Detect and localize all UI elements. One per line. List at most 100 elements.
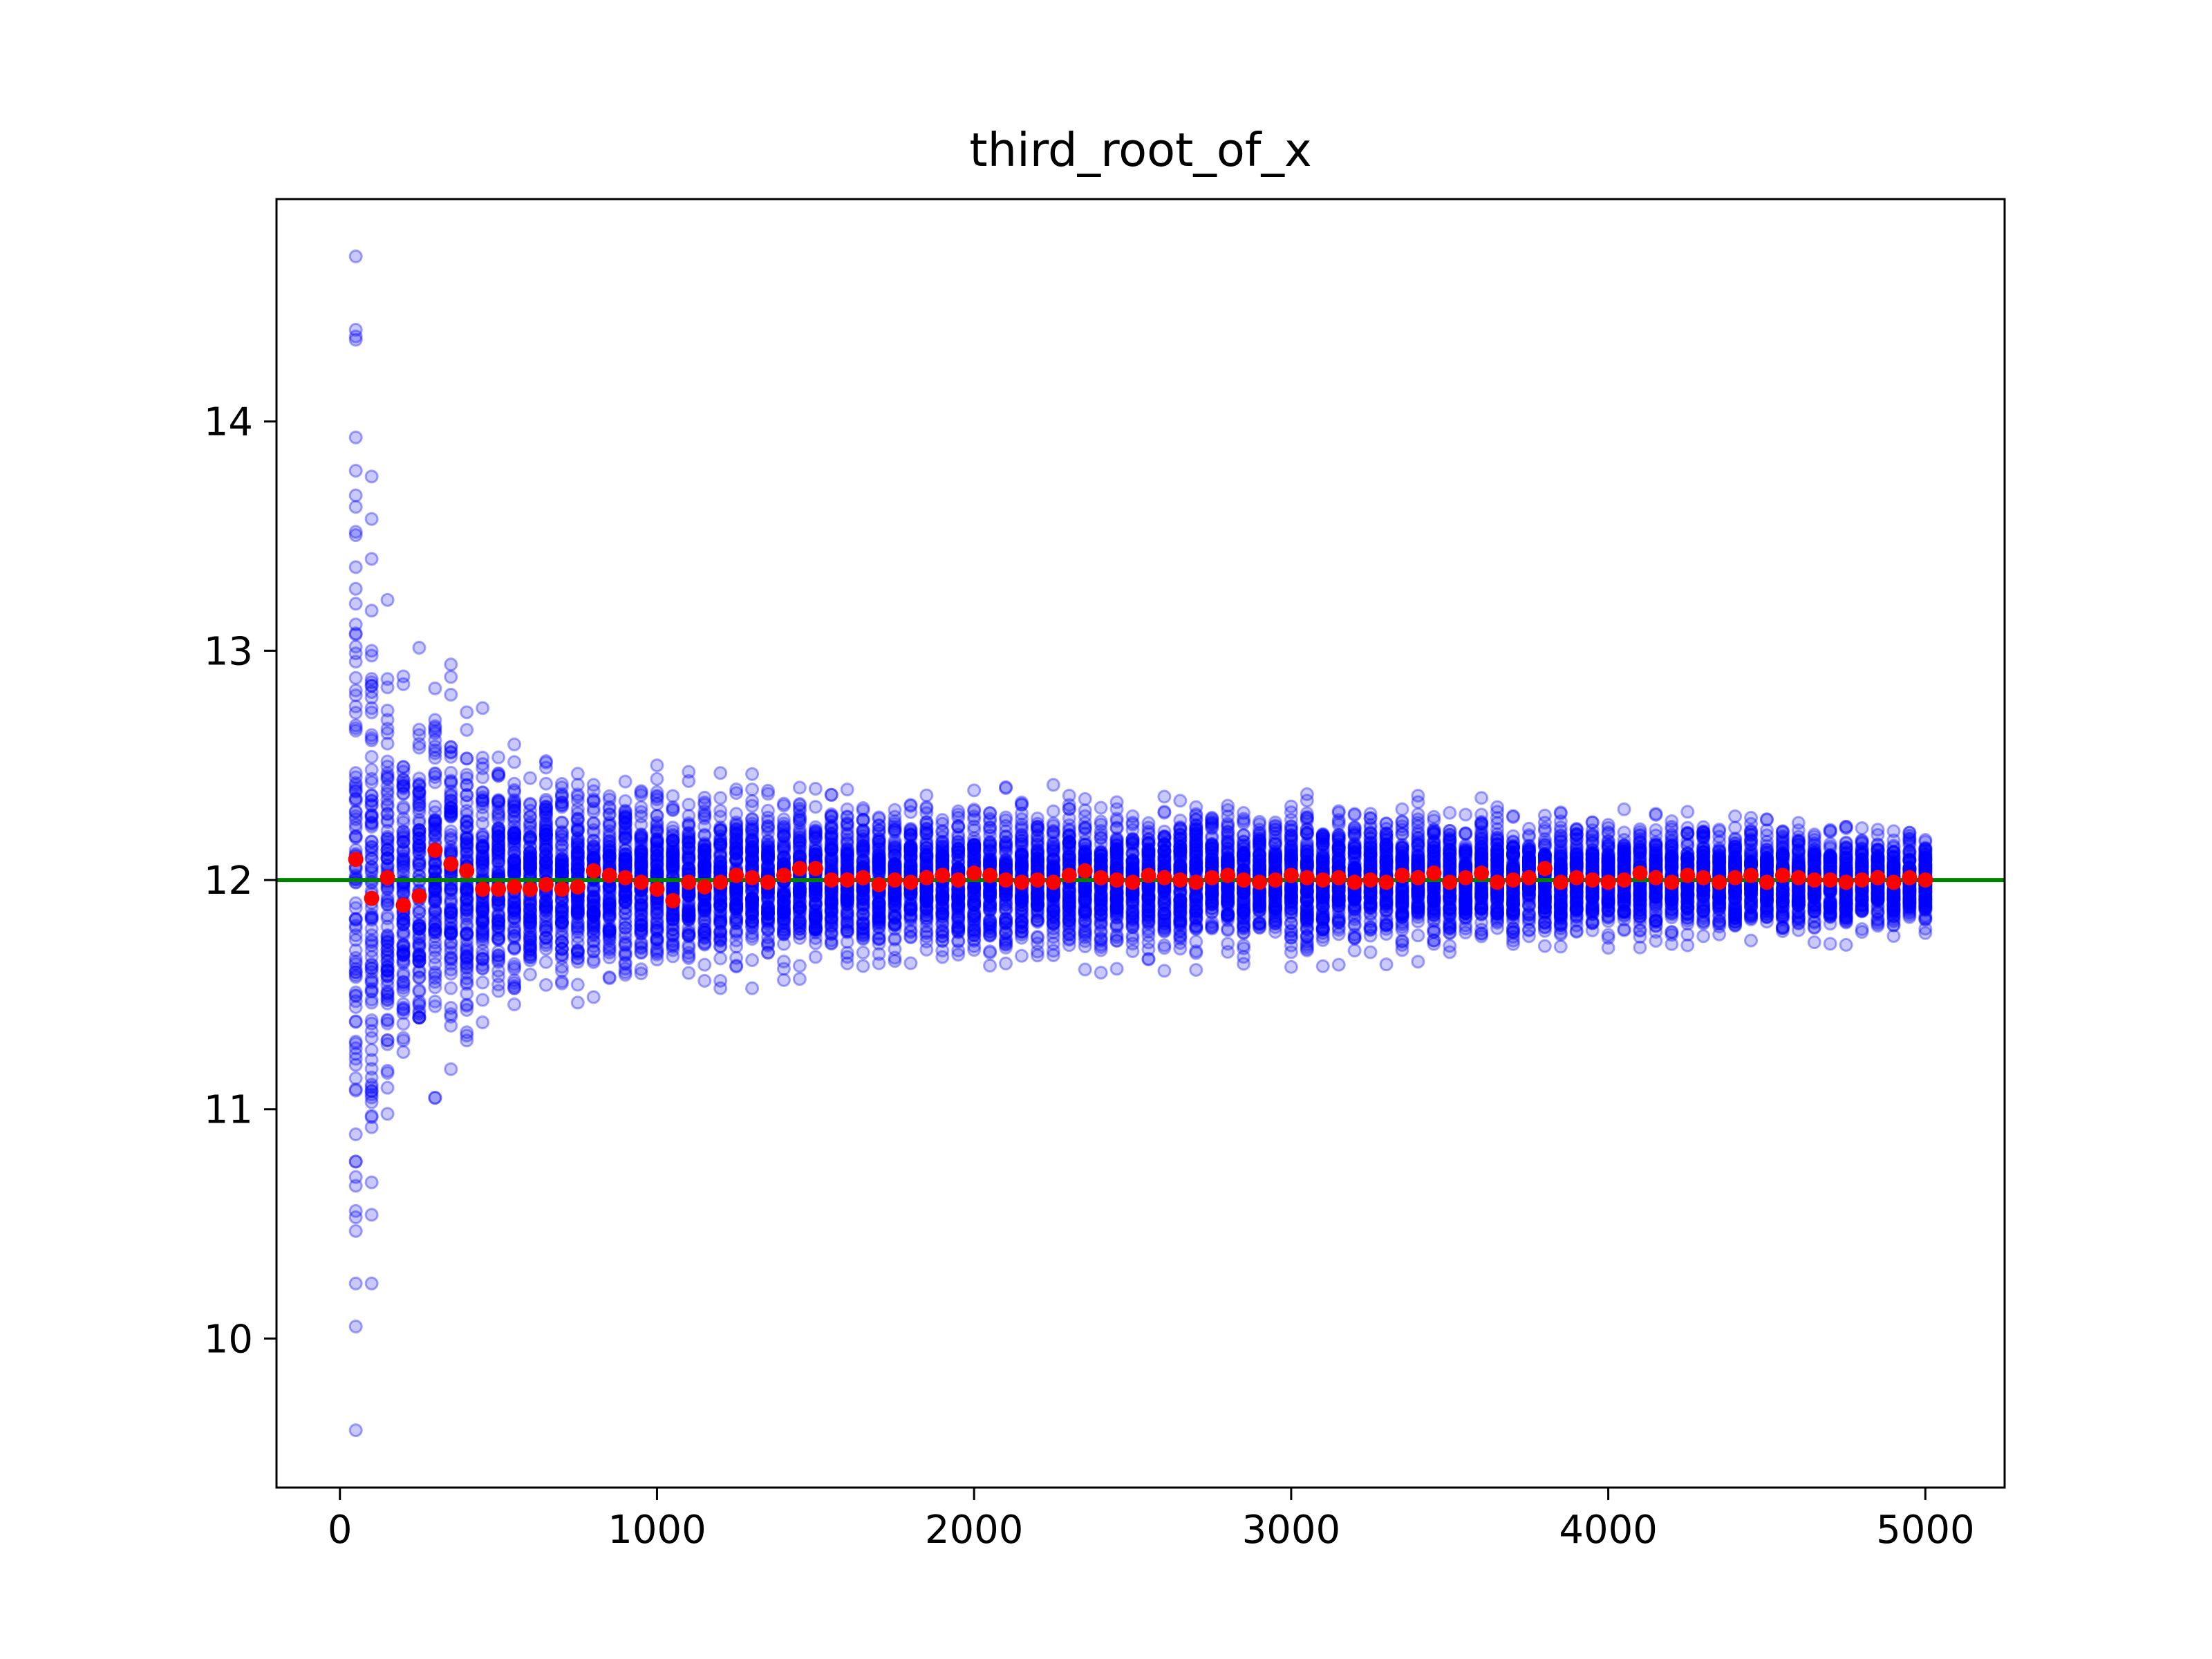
sample-point <box>697 973 712 988</box>
sample-point <box>1078 791 1092 806</box>
sample-point <box>412 954 427 968</box>
sample-point <box>428 999 442 1013</box>
sample-point <box>1046 948 1060 962</box>
sample-point <box>396 939 411 953</box>
sample-point <box>380 672 395 686</box>
sample-point <box>523 860 537 874</box>
sample-point <box>713 823 728 837</box>
sample-point <box>348 1154 363 1169</box>
sample-point <box>348 943 363 957</box>
sample-point <box>380 1012 395 1027</box>
sample-point <box>729 897 744 911</box>
sample-point <box>380 963 395 977</box>
sample-point <box>396 917 411 931</box>
sample-point <box>460 961 474 975</box>
sample-point <box>364 961 379 975</box>
sample-point <box>364 705 379 720</box>
sample-point <box>491 750 506 765</box>
sample-point <box>1030 820 1044 834</box>
sample-point <box>396 944 411 958</box>
sample-point <box>348 919 363 933</box>
sample-point <box>364 982 379 996</box>
sample-point <box>428 950 442 964</box>
sample-point <box>776 798 791 813</box>
sample-point <box>666 800 680 814</box>
sample-point <box>1109 814 1124 828</box>
sample-point <box>412 919 427 934</box>
sample-point <box>396 781 411 796</box>
sample-point <box>491 906 506 921</box>
sample-point <box>380 807 395 821</box>
sample-point <box>348 500 363 514</box>
sample-point <box>951 890 966 904</box>
sample-point <box>380 987 395 1002</box>
sample-point <box>951 948 966 962</box>
sample-point <box>872 931 886 946</box>
sample-point <box>380 703 395 718</box>
sample-point <box>380 928 395 943</box>
sample-point <box>1109 962 1124 976</box>
sample-point <box>364 840 379 854</box>
sample-point <box>412 983 427 997</box>
sample-point <box>380 797 395 812</box>
sample-point <box>364 775 379 789</box>
sample-point <box>776 821 791 835</box>
sample-point <box>1046 778 1060 792</box>
sample-point <box>380 933 395 948</box>
sample-point <box>364 958 379 973</box>
sample-point <box>380 911 395 926</box>
sample-point <box>697 819 712 834</box>
sample-point <box>364 794 379 809</box>
sample-point <box>396 852 411 866</box>
sample-point <box>935 843 950 858</box>
sample-point <box>650 863 664 877</box>
sample-point <box>364 950 379 964</box>
sample-point <box>1109 893 1124 908</box>
sample-point <box>364 762 379 777</box>
sample-point <box>348 957 363 971</box>
sample-point <box>476 757 490 771</box>
sample-point <box>999 956 1013 971</box>
sample-point <box>919 800 934 814</box>
sample-point <box>364 912 379 927</box>
sample-point <box>872 845 886 860</box>
sample-point <box>713 951 728 966</box>
sample-point <box>412 861 427 876</box>
sample-point <box>364 839 379 854</box>
sample-point <box>618 945 632 959</box>
sample-point <box>396 855 411 870</box>
sample-point <box>808 909 823 924</box>
sample-point <box>412 641 427 655</box>
sample-point <box>348 1000 363 1014</box>
sample-point <box>412 722 427 737</box>
sample-point <box>380 897 395 912</box>
sample-point <box>1078 803 1092 818</box>
sample-point <box>364 512 379 526</box>
sample-point <box>348 928 363 943</box>
sample-point <box>396 824 411 838</box>
sample-point <box>396 1031 411 1045</box>
sample-point <box>729 927 744 941</box>
sample-point <box>348 831 363 845</box>
sample-point <box>348 830 363 844</box>
sample-point <box>380 807 395 821</box>
sample-point <box>1062 927 1076 941</box>
sample-point <box>396 773 411 787</box>
sample-point <box>380 973 395 988</box>
sample-point <box>348 646 363 661</box>
sample-point <box>856 959 870 973</box>
sample-point <box>634 829 648 843</box>
sample-point <box>444 800 458 815</box>
sample-point <box>1046 852 1060 867</box>
sample-point <box>396 1044 411 1059</box>
sample-point <box>428 719 442 733</box>
sample-point <box>602 921 617 936</box>
sample-point <box>364 749 379 764</box>
sample-point <box>1125 809 1140 823</box>
sample-point <box>602 843 617 857</box>
sample-point <box>396 948 411 963</box>
sample-point <box>364 1110 379 1125</box>
sample-point <box>903 798 918 812</box>
sample-point <box>729 817 744 832</box>
